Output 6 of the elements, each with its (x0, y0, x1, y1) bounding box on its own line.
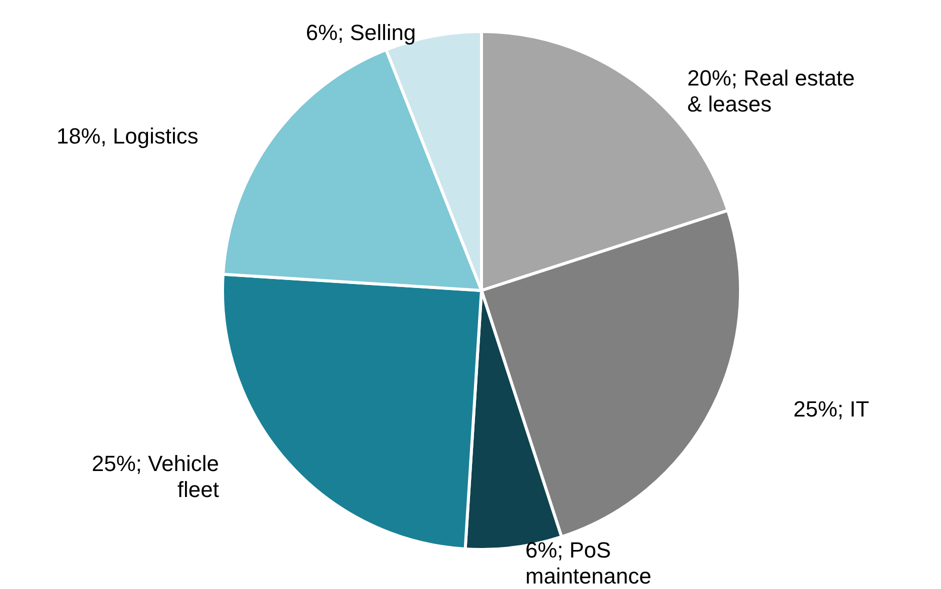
slice-label: 6%; PoS maintenance (525, 537, 652, 588)
slice-label: 25%; IT (793, 396, 870, 422)
slice-label: 20%; Real estate & leases (687, 66, 855, 117)
slice-label: 6%; Selling (306, 20, 416, 46)
slice-label: 25%; Vehicle fleet (92, 450, 219, 502)
slice-label: 18%, Logistics (56, 124, 198, 148)
